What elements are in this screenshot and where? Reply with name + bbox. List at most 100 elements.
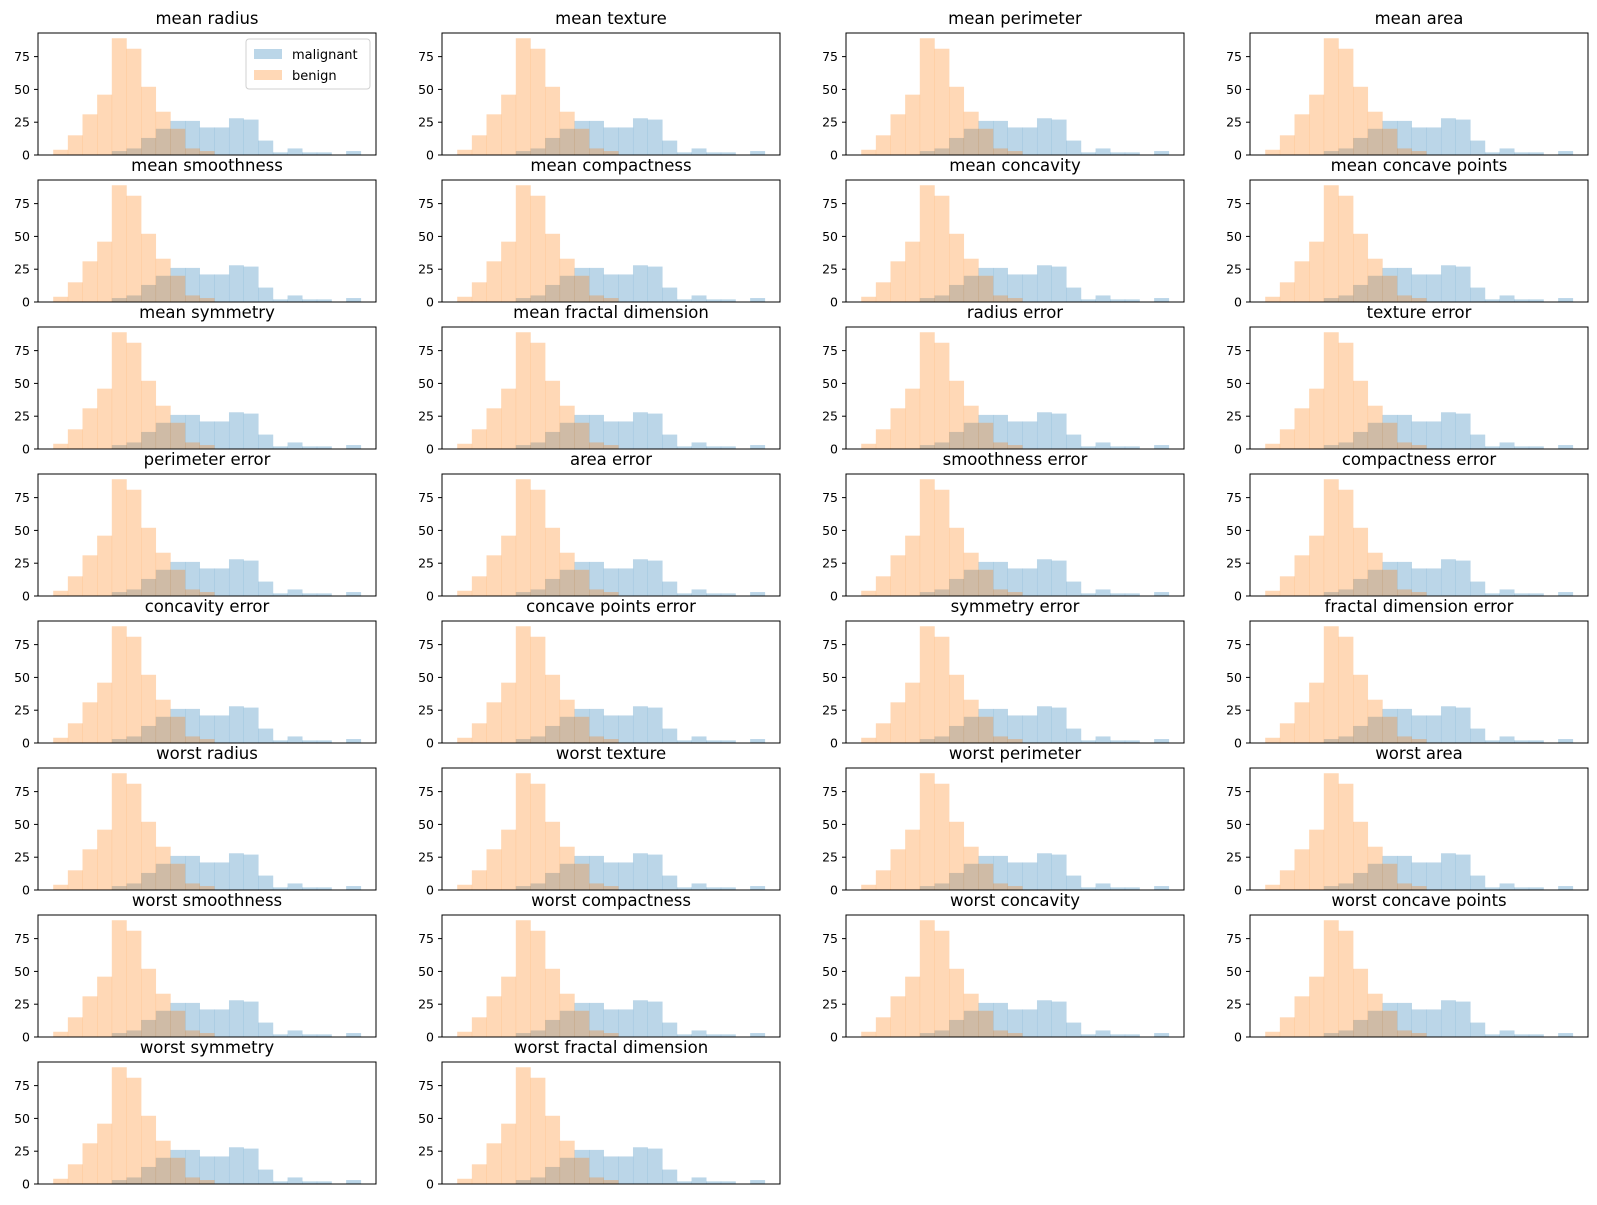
bar-malignant — [1514, 1034, 1530, 1037]
bar-benign — [949, 527, 965, 596]
bar-benign — [1338, 489, 1354, 596]
bar-benign — [1367, 111, 1383, 155]
bar-benign — [67, 429, 83, 449]
y-tick-label: 75 — [418, 196, 434, 211]
bar-malignant — [1338, 736, 1354, 743]
y-tick-label: 25 — [14, 262, 30, 277]
y-tick-label: 25 — [418, 556, 434, 571]
bar-malignant — [1338, 883, 1354, 890]
bar-malignant — [126, 295, 142, 302]
bar-malignant — [647, 413, 663, 449]
bar-malignant — [1080, 299, 1096, 302]
bar-malignant — [993, 120, 1008, 155]
axes-frame — [845, 914, 1185, 1038]
bar-benign — [603, 739, 619, 743]
y-tick-label: 75 — [14, 784, 30, 799]
y-tick-label: 0 — [1234, 442, 1242, 457]
y-tick-label: 0 — [22, 1177, 30, 1192]
bar-malignant — [1110, 593, 1126, 596]
bar-malignant — [272, 1034, 288, 1037]
bar-benign — [978, 422, 994, 449]
panel-perimeter-error: perimeter error 0 25 50 75 — [14, 450, 377, 604]
axes-frame — [37, 473, 377, 597]
bar-malignant — [515, 151, 531, 155]
bar-benign — [1353, 821, 1369, 890]
bar-benign — [1323, 479, 1339, 596]
y-tick-label: 25 — [14, 409, 30, 424]
bar-malignant — [919, 298, 935, 302]
bar-benign — [905, 829, 921, 890]
bar-malignant — [934, 148, 950, 155]
bar-benign — [589, 589, 604, 596]
bar-malignant — [1338, 1030, 1354, 1037]
bar-malignant — [750, 1180, 766, 1184]
bar-malignant — [214, 1156, 230, 1184]
bar-benign — [919, 626, 935, 743]
bar-malignant — [1455, 560, 1471, 596]
bar-malignant — [1367, 422, 1383, 449]
y-tick-label: 75 — [1226, 784, 1242, 799]
axes-frame — [1249, 767, 1589, 891]
bar-malignant — [1440, 412, 1456, 449]
bar-benign — [67, 1017, 83, 1037]
bar-benign — [155, 699, 171, 743]
bar-malignant — [1499, 1030, 1515, 1037]
bar-benign — [185, 148, 200, 155]
bar-benign — [1007, 739, 1023, 743]
bar-malignant — [1426, 127, 1442, 155]
bar-malignant — [1124, 887, 1140, 890]
bar-benign — [861, 1031, 877, 1037]
bar-malignant — [750, 739, 766, 743]
bar-malignant — [228, 1000, 244, 1037]
bar-malignant — [170, 267, 186, 302]
bar-benign — [1265, 443, 1281, 449]
y-tick-label: 75 — [822, 49, 838, 64]
bar-malignant — [185, 120, 200, 155]
bar-benign — [67, 135, 83, 155]
bar-benign — [486, 702, 502, 743]
y-tick-label: 75 — [418, 1078, 434, 1093]
bar-malignant — [993, 1002, 1008, 1037]
bar-benign — [501, 241, 517, 302]
bar-malignant — [1367, 275, 1383, 302]
bar-benign — [141, 1115, 157, 1184]
bar-benign — [963, 993, 979, 1037]
bar-benign — [471, 870, 487, 890]
bar-benign — [185, 589, 200, 596]
bar-malignant — [691, 148, 707, 155]
bar-malignant — [750, 886, 766, 890]
bar-benign — [905, 241, 921, 302]
bar-benign — [97, 241, 113, 302]
bar-malignant — [258, 434, 274, 449]
y-tick-label: 75 — [822, 196, 838, 211]
bar-benign — [603, 1033, 619, 1037]
bar-malignant — [1528, 152, 1544, 155]
bar-benign — [993, 295, 1008, 302]
bar-malignant — [302, 740, 318, 743]
bar-malignant — [214, 715, 230, 743]
bar-benign — [1294, 849, 1310, 890]
bar-benign — [1367, 405, 1383, 449]
bar-malignant — [258, 1169, 274, 1184]
axes-frame — [1249, 620, 1589, 744]
bar-benign — [1397, 736, 1412, 743]
bar-malignant — [691, 736, 707, 743]
bar-malignant — [574, 855, 590, 890]
bar-malignant — [1382, 1002, 1398, 1037]
y-tick-label: 0 — [22, 148, 30, 163]
bar-malignant — [691, 1177, 707, 1184]
bar-benign — [919, 38, 935, 155]
bar-malignant — [1367, 569, 1383, 596]
bar-benign — [1382, 1010, 1398, 1037]
bar-malignant — [706, 152, 722, 155]
bar-malignant — [1353, 872, 1369, 890]
y-tick-label: 50 — [1226, 670, 1242, 685]
bar-malignant — [676, 299, 692, 302]
legend-swatch-malignant — [254, 49, 282, 59]
axes-frame — [441, 473, 781, 597]
bar-benign — [1397, 883, 1412, 890]
y-tick-label: 75 — [14, 196, 30, 211]
bar-malignant — [1110, 299, 1126, 302]
panel-smoothness-error: smoothness error 0 25 50 75 — [822, 450, 1185, 604]
y-tick-label: 50 — [418, 523, 434, 538]
